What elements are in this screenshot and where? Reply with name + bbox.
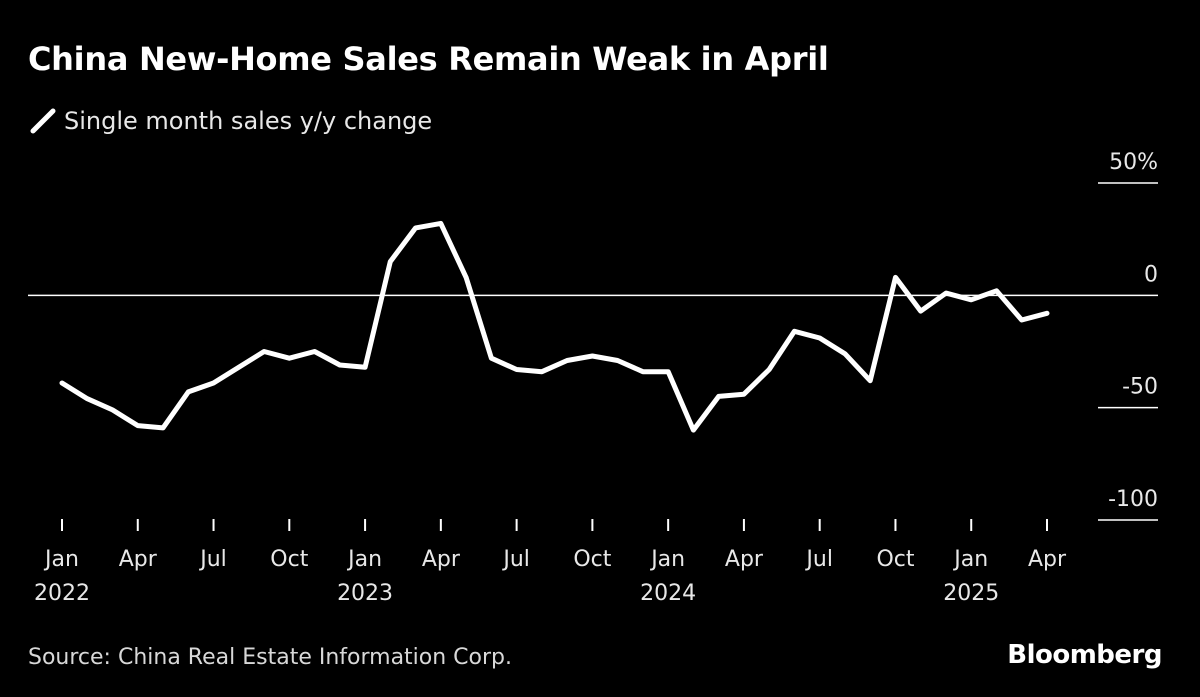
legend-line-icon bbox=[30, 108, 56, 134]
x-tick-label-5: Apr bbox=[422, 547, 461, 572]
x-tick-label-12: Jan bbox=[952, 547, 988, 572]
x-tick-label-9: Apr bbox=[725, 547, 764, 572]
y-tick-label-3: -100 bbox=[1108, 487, 1158, 512]
y-tick-label-0: 50% bbox=[1109, 150, 1158, 175]
bloomberg-logo: Bloomberg bbox=[1007, 640, 1162, 670]
y-tick-label-1: 0 bbox=[1144, 262, 1158, 287]
series-line bbox=[59, 220, 1050, 433]
x-tick-label-10: Jul bbox=[804, 547, 833, 572]
x-tick-label-3: Oct bbox=[270, 547, 308, 572]
x-tick-year-0: 2022 bbox=[34, 581, 90, 606]
x-tick-label-0: Jan bbox=[43, 547, 79, 572]
x-tick-year-12: 2025 bbox=[943, 581, 999, 606]
x-tick-label-6: Jul bbox=[501, 547, 530, 572]
x-tick-label-7: Oct bbox=[573, 547, 611, 572]
x-tick-label-2: Jul bbox=[198, 547, 227, 572]
y-tick-label-2: -50 bbox=[1122, 375, 1158, 400]
x-tick-label-13: Apr bbox=[1028, 547, 1067, 572]
chart-title: China New-Home Sales Remain Weak in Apri… bbox=[28, 40, 829, 78]
x-tick-label-1: Apr bbox=[119, 547, 158, 572]
x-tick-label-4: Jan bbox=[346, 547, 382, 572]
x-tick-label-11: Oct bbox=[876, 547, 914, 572]
source-note: Source: China Real Estate Information Co… bbox=[28, 645, 513, 670]
x-tick-year-4: 2023 bbox=[337, 581, 393, 606]
x-tick-label-8: Jan bbox=[649, 547, 685, 572]
chart-legend: Single month sales y/y change bbox=[28, 104, 432, 138]
legend-label: Single month sales y/y change bbox=[64, 107, 433, 135]
x-tick-year-8: 2024 bbox=[640, 581, 696, 606]
